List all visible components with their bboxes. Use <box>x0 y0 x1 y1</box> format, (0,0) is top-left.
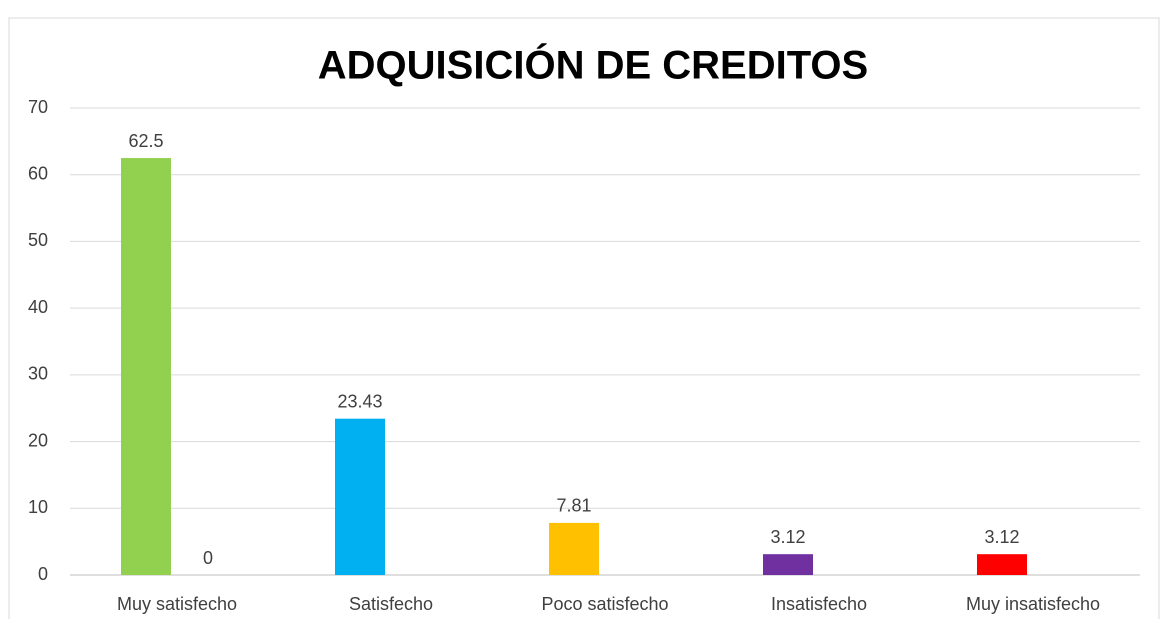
x-tick-label: Muy satisfecho <box>117 594 237 614</box>
bar <box>763 554 813 575</box>
value-label: 23.43 <box>337 391 382 411</box>
x-tick-label: Insatisfecho <box>771 594 867 614</box>
bar <box>335 418 385 575</box>
y-tick-label: 10 <box>28 497 48 517</box>
chart-border <box>8 17 1160 619</box>
y-tick-label: 40 <box>28 297 48 317</box>
value-label: 62.5 <box>128 131 163 151</box>
bar <box>121 158 171 576</box>
y-tick-label: 50 <box>28 230 48 250</box>
bar <box>549 522 599 575</box>
x-tick-label: Poco satisfecho <box>541 594 668 614</box>
x-tick-label: Muy insatisfecho <box>966 594 1100 614</box>
y-tick-label: 70 <box>28 97 48 117</box>
y-tick-label: 30 <box>28 364 48 384</box>
bar <box>977 554 1027 575</box>
value-label: 3.12 <box>984 527 1019 547</box>
x-tick-label: Satisfecho <box>349 594 433 614</box>
y-tick-label: 20 <box>28 430 48 450</box>
chart-title: ADQUISICIÓN DE CREDITOS <box>318 42 868 88</box>
value-label: 7.81 <box>556 496 591 516</box>
y-tick-label: 0 <box>38 564 48 584</box>
value-label: 0 <box>203 548 213 568</box>
value-label: 3.12 <box>770 527 805 547</box>
y-tick-label: 60 <box>28 163 48 183</box>
